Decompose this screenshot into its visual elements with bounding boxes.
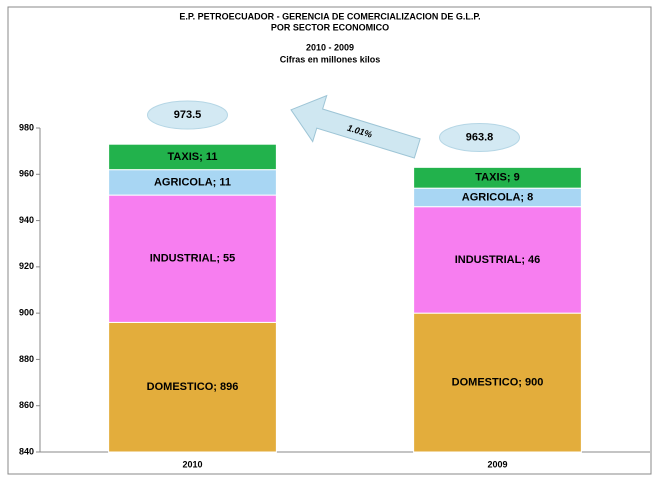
chart-subtitle: 2010 - 2009: [306, 42, 354, 52]
y-tick-label: 840: [19, 446, 34, 456]
total-label: 963.8: [466, 131, 494, 143]
x-tick-label: 2010: [182, 459, 202, 469]
y-tick-label: 960: [19, 169, 34, 179]
bar-segment: [413, 206, 582, 314]
x-tick-label: 2009: [487, 459, 507, 469]
y-tick-label: 900: [19, 308, 34, 318]
growth-arrow: 1.01%: [290, 94, 421, 159]
data-label: AGRICOLA; 11: [154, 176, 231, 188]
data-label: TAXIS; 9: [475, 172, 519, 184]
data-label: INDUSTRIAL; 46: [455, 254, 541, 266]
total-bubble: [439, 122, 520, 152]
chart-title: E.P. PETROECUADOR - GERENCIA DE COMERCIA…: [179, 11, 480, 21]
bar-segment: [413, 166, 582, 189]
y-tick-label: 980: [19, 122, 34, 132]
bar-segment: [413, 312, 582, 453]
y-tick-label: 940: [19, 215, 34, 225]
y-tick-label: 860: [19, 400, 34, 410]
data-label: INDUSTRIAL; 55: [150, 253, 236, 265]
arrow-shape: [290, 94, 421, 159]
chart-title: POR SECTOR ECONOMICO: [271, 22, 389, 32]
y-tick-label: 920: [19, 261, 34, 271]
chart-subtitle: Cifras en millones kilos: [280, 54, 381, 64]
data-label: AGRICOLA; 8: [462, 191, 534, 203]
total-bubble: [147, 100, 228, 130]
data-label: DOMESTICO; 896: [147, 381, 239, 393]
bar-segment: [108, 143, 277, 171]
data-label: TAXIS; 11: [168, 151, 218, 163]
total-label: 973.5: [174, 109, 202, 121]
data-label: DOMESTICO; 900: [452, 376, 544, 388]
y-tick-label: 880: [19, 354, 34, 364]
